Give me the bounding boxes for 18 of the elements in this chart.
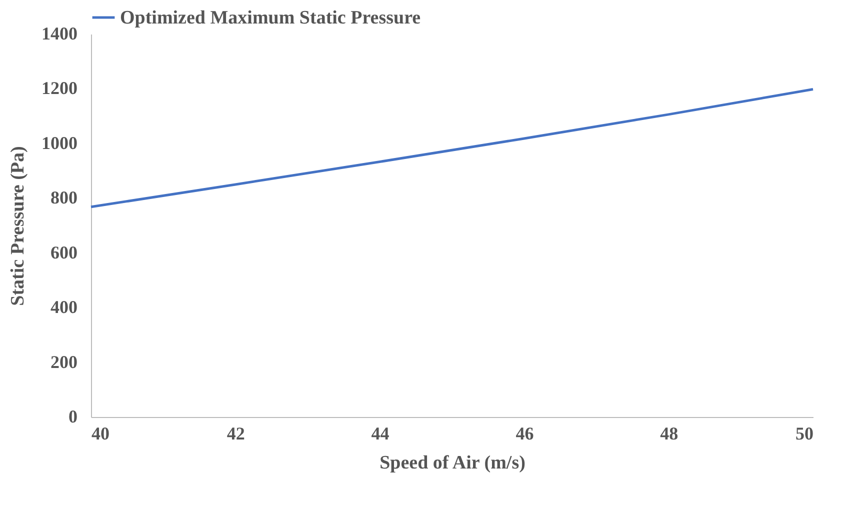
x-tick-label: 50 [796, 424, 814, 444]
x-axis-title: Speed of Air (m/s) [380, 452, 526, 474]
y-tick-label: 400 [50, 297, 78, 318]
x-tick-label: 42 [226, 424, 245, 444]
legend-label: Optimized Maximum Static Pressure [120, 8, 421, 28]
y-tick-label: 200 [50, 352, 78, 372]
y-axis-title: Static Pressure (Pa) [8, 146, 28, 306]
y-tick-label: 600 [50, 242, 78, 262]
y-tick-label: 800 [50, 188, 78, 208]
y-tick-label: 1400 [42, 24, 78, 44]
line-series [90, 88, 814, 208]
y-tick-label: 1200 [42, 78, 78, 98]
x-tick-label: 46 [516, 424, 534, 444]
x-tick-label: 40 [92, 424, 110, 444]
x-tick-label: 48 [660, 424, 678, 444]
x-tick-label: 44 [371, 424, 390, 444]
y-tick-label: 0 [68, 406, 78, 426]
y-tick-label: 1000 [42, 132, 78, 153]
